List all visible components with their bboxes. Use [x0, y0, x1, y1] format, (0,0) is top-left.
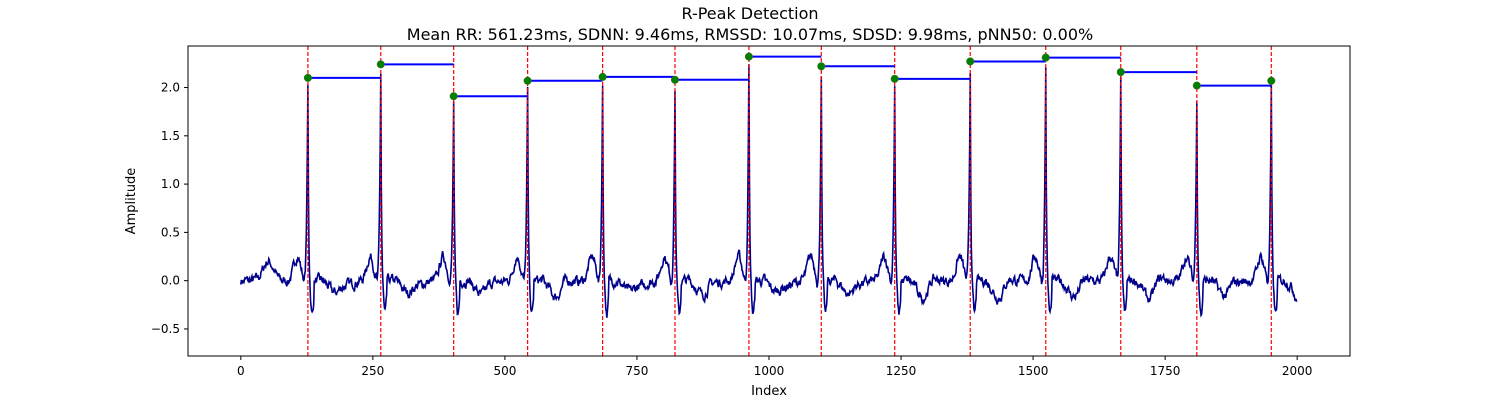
r-peak-point — [744, 52, 753, 61]
x-tick-label: 2000 — [1282, 364, 1313, 378]
y-tick-label: 1.5 — [161, 129, 180, 143]
y-tick-label: 1.0 — [161, 177, 180, 191]
y-tick-label: −0.5 — [151, 322, 180, 336]
r-peak-point — [449, 92, 458, 101]
y-tick-label: 0.5 — [161, 225, 180, 239]
chart-subtitle: Mean RR: 561.23ms, SDNN: 9.46ms, RMSSD: … — [407, 25, 1093, 44]
r-peak-point — [1116, 68, 1125, 77]
axes: 0 250 500 750 1000 1250 1500 1750 2000 −0.5 0.0 0.5… — [151, 81, 1313, 378]
plot-area — [240, 46, 1298, 356]
y-tick-label: 0.0 — [161, 274, 180, 288]
x-tick-label: 750 — [626, 364, 649, 378]
x-tick-label: 1000 — [754, 364, 785, 378]
r-peak-point — [303, 73, 312, 82]
r-peak-point — [1041, 53, 1050, 62]
y-tick-label: 2.0 — [161, 81, 180, 95]
ecg-signal-line — [240, 64, 1298, 318]
r-peak-point — [890, 74, 899, 83]
plot-frame — [187, 45, 1351, 357]
chart-title: R-Peak Detection — [681, 4, 818, 23]
r-peak-point — [670, 75, 680, 84]
r-peak-point — [966, 57, 975, 66]
x-axis-label: Index — [751, 384, 787, 399]
r-peak-point — [1192, 81, 1201, 90]
x-tick-label: 1500 — [1018, 364, 1049, 378]
x-tick-label: 1750 — [1150, 364, 1181, 378]
x-tick-label: 500 — [493, 364, 516, 378]
x-tick-label: 250 — [361, 364, 384, 378]
r-peak-point — [817, 62, 826, 71]
y-axis-label: Amplitude — [124, 168, 139, 235]
r-peak-point — [598, 72, 607, 81]
x-tick-label: 0 — [237, 364, 245, 378]
x-tick-label: 1250 — [886, 364, 917, 378]
r-peak-point — [376, 60, 385, 69]
r-peak-point — [523, 76, 532, 85]
r-peak-point — [1267, 76, 1276, 85]
